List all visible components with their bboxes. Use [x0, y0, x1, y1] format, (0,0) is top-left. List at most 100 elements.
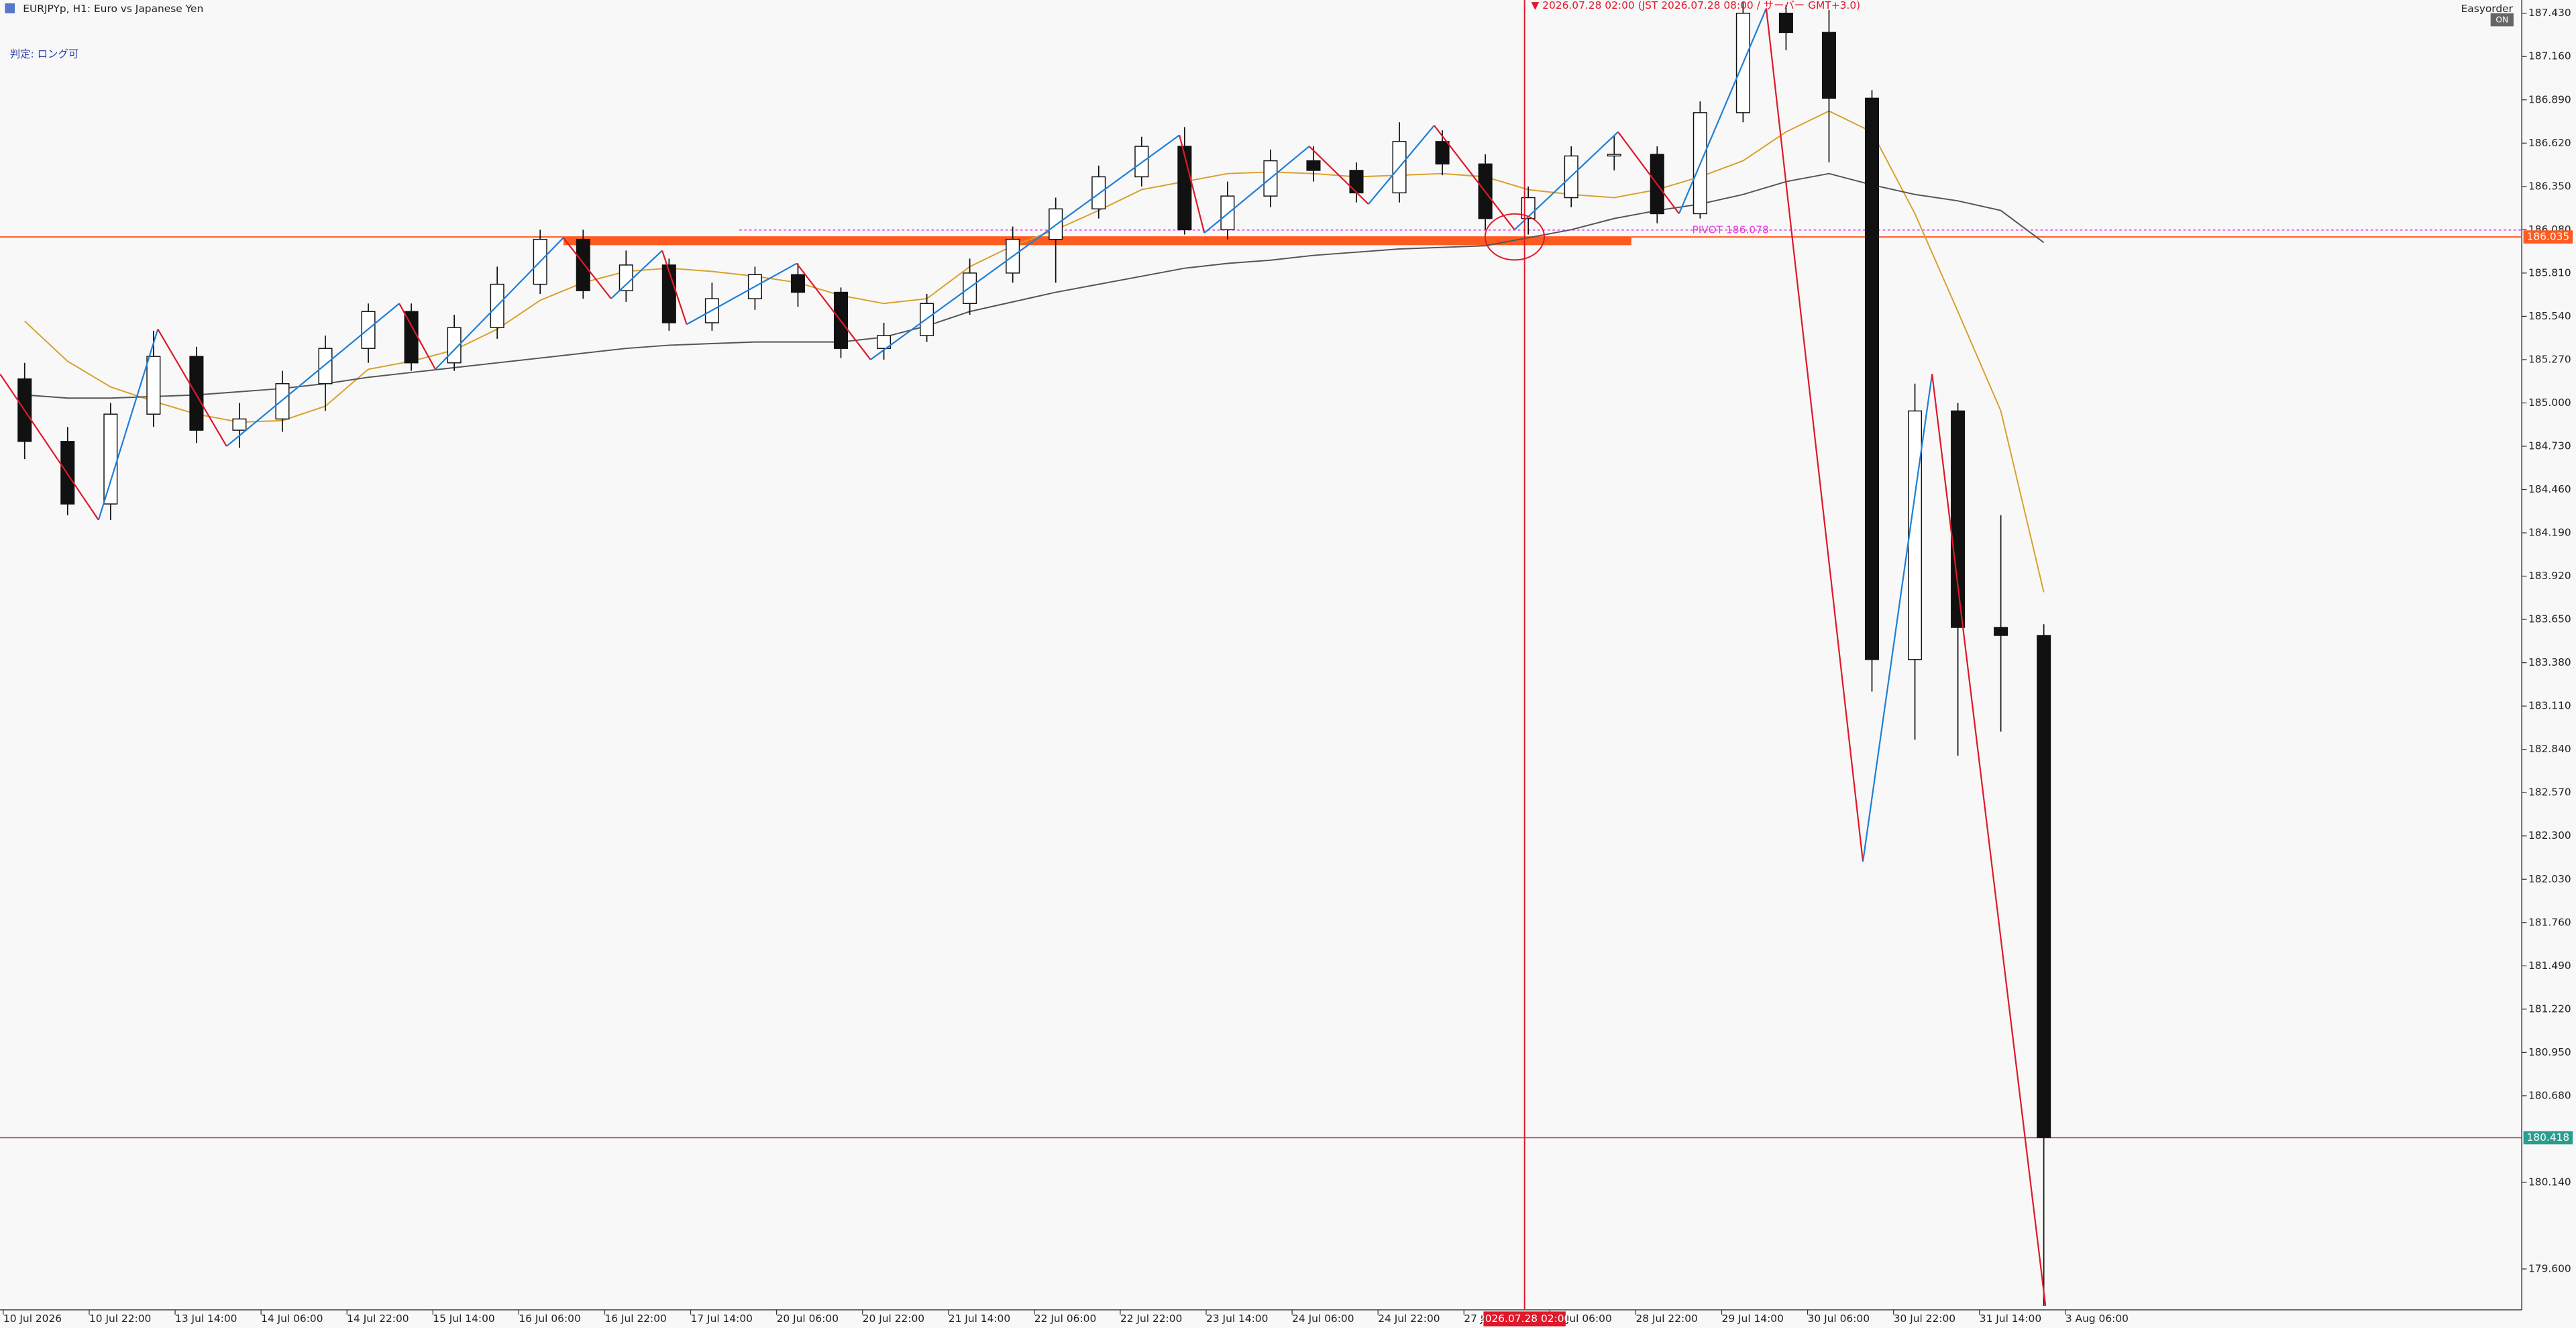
x-tick-label: 17 Jul 14:00 [691, 1313, 753, 1325]
current-price-box [2523, 1131, 2573, 1145]
candle-body [318, 348, 333, 385]
y-tick-label: 185.810 [2528, 266, 2571, 278]
candle-body [790, 274, 806, 293]
zigzag-segment [1617, 131, 1680, 215]
candle-body [189, 356, 204, 431]
time-marker-time: 2026.07.28 02:00 [1479, 1313, 1571, 1325]
candle-body [619, 264, 633, 291]
x-tick-label: 24 Jul 06:00 [1292, 1313, 1354, 1325]
y-tick-label: 179.600 [2528, 1263, 2571, 1275]
y-tick-label: 183.380 [2528, 656, 2571, 668]
icon [5, 3, 15, 13]
zigzag-segment [435, 237, 564, 370]
y-tick-label: 184.730 [2528, 440, 2571, 452]
x-tick-label: 29 Jul 14:00 [1722, 1313, 1784, 1325]
y-tick-label: 182.840 [2528, 743, 2571, 755]
status-text: 判定: ロング可 [10, 48, 79, 60]
candle-body [1778, 12, 1793, 34]
y-tick-label: 182.570 [2528, 786, 2571, 799]
current-price-label: 180.418 [2527, 1131, 2570, 1143]
marker-circle [1484, 213, 1546, 261]
candle-body [2037, 635, 2051, 1138]
candle-body [1864, 97, 1880, 660]
on-button-label[interactable]: ON [2496, 15, 2508, 25]
x-tick-label: 16 Jul 22:00 [604, 1313, 666, 1325]
x-tick-label: 20 Jul 22:00 [863, 1313, 924, 1325]
y-tick-label: 186.620 [2528, 137, 2571, 149]
zigzag-segment [398, 303, 436, 370]
zigzag-segment [1765, 8, 1864, 862]
y-tick-label: 186.350 [2528, 180, 2571, 192]
x-tick-label: 21 Jul 14:00 [949, 1313, 1010, 1325]
candle-body [1951, 410, 1966, 628]
easyorder-label: Easyorder [2461, 3, 2514, 15]
zigzag-segment [870, 134, 1180, 360]
candle-body [1349, 170, 1364, 194]
zigzag-segment [1179, 135, 1205, 234]
y-tick-label: 182.300 [2528, 829, 2571, 841]
candle-body [404, 311, 419, 364]
level-price-box [2523, 230, 2573, 244]
x-tick-label: 14 Jul 22:00 [347, 1313, 409, 1325]
chart-title: EURJPYp, H1: Euro vs Japanese Yen [23, 3, 203, 15]
y-tick-label: 184.460 [2528, 483, 2571, 495]
x-tick-label: 15 Jul 14:00 [433, 1313, 494, 1325]
candle-body [1306, 160, 1321, 171]
zigzag-segment [686, 262, 798, 325]
x-tick-label: 22 Jul 22:00 [1120, 1313, 1182, 1325]
y-tick-label: 183.920 [2528, 570, 2571, 582]
x-tick-label: 10 Jul 2026 [3, 1313, 62, 1325]
zigzag-segment [1678, 8, 1767, 214]
level-band [564, 237, 1631, 246]
candle-body [232, 418, 247, 431]
x-tick-label: 13 Jul 14:00 [175, 1313, 237, 1325]
x-tick-label: 24 Jul 22:00 [1378, 1313, 1440, 1325]
y-tick-label: 183.110 [2528, 700, 2571, 712]
zigzag-segment [610, 250, 663, 299]
moving-average [24, 172, 2045, 399]
zigzag-segment [562, 237, 612, 299]
x-tick-label: 20 Jul 06:00 [777, 1313, 839, 1325]
candle-body [103, 413, 118, 505]
candle-body [1177, 146, 1192, 231]
x-tick-label: 30 Jul 22:00 [1894, 1313, 1955, 1325]
x-tick-label: 23 Jul 14:00 [1206, 1313, 1268, 1325]
pivot-label: PIVOT 186.078 [1692, 223, 1768, 236]
candle-body [1607, 154, 1621, 157]
y-tick-label: 180.950 [2528, 1046, 2571, 1058]
y-tick-label: 185.540 [2528, 310, 2571, 322]
zigzag-segment [226, 303, 400, 447]
candle-body [1907, 410, 1923, 660]
candle-body [1091, 176, 1106, 210]
candle-body [275, 383, 290, 420]
candle-body [146, 356, 161, 415]
zigzag-segment [157, 328, 227, 447]
y-tick-label: 187.430 [2528, 7, 2571, 19]
x-tick-label: 16 Jul 06:00 [519, 1313, 580, 1325]
zigzag-segment [661, 250, 688, 325]
candle-body [1994, 627, 2008, 636]
candle-body [877, 335, 892, 349]
x-tick-label: 10 Jul 22:00 [89, 1313, 151, 1325]
y-tick-label: 182.030 [2528, 873, 2571, 885]
zigzag-segment [1368, 125, 1435, 205]
y-tick-label: 185.000 [2528, 397, 2571, 409]
zigzag-segment [1434, 125, 1515, 231]
candle-body [1134, 146, 1149, 178]
x-tick-label: 14 Jul 06:00 [261, 1313, 323, 1325]
zigzag-segment [1513, 131, 1619, 231]
time-marker-box [1483, 1311, 1566, 1327]
candle-body [1821, 32, 1836, 99]
zigzag-segment [1931, 374, 2047, 1307]
x-tick-label: 28 Jul 22:00 [1635, 1313, 1697, 1325]
zigzag-segment [796, 262, 871, 360]
y-tick-label: 180.140 [2528, 1176, 2571, 1188]
level-price-label: 186.035 [2527, 231, 2570, 243]
y-tick-label: 186.890 [2528, 93, 2571, 105]
zigzag-segment [1862, 374, 1933, 862]
zigzag-segment [97, 329, 159, 521]
on-button[interactable] [2490, 13, 2514, 27]
